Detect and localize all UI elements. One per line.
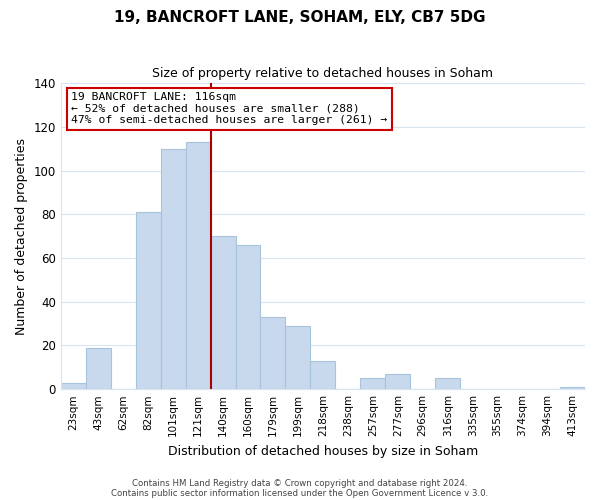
Bar	[361, 378, 385, 389]
Text: Contains public sector information licensed under the Open Government Licence v : Contains public sector information licen…	[112, 488, 488, 498]
Text: Contains HM Land Registry data © Crown copyright and database right 2024.: Contains HM Land Registry data © Crown c…	[132, 478, 468, 488]
Bar	[286, 326, 310, 389]
Bar	[385, 374, 410, 389]
X-axis label: Distribution of detached houses by size in Soham: Distribution of detached houses by size …	[168, 444, 478, 458]
Text: 19, BANCROFT LANE, SOHAM, ELY, CB7 5DG: 19, BANCROFT LANE, SOHAM, ELY, CB7 5DG	[114, 10, 486, 25]
Text: 19 BANCROFT LANE: 116sqm
← 52% of detached houses are smaller (288)
47% of semi-: 19 BANCROFT LANE: 116sqm ← 52% of detach…	[71, 92, 388, 126]
Bar	[435, 378, 460, 389]
Bar	[236, 245, 260, 389]
Bar	[86, 348, 111, 389]
Bar	[310, 361, 335, 389]
Bar	[260, 317, 286, 389]
Bar	[185, 142, 211, 389]
Bar	[136, 212, 161, 389]
Title: Size of property relative to detached houses in Soham: Size of property relative to detached ho…	[152, 68, 493, 80]
Bar	[211, 236, 236, 389]
Y-axis label: Number of detached properties: Number of detached properties	[15, 138, 28, 334]
Bar	[61, 382, 86, 389]
Bar	[560, 387, 585, 389]
Bar	[161, 148, 185, 389]
